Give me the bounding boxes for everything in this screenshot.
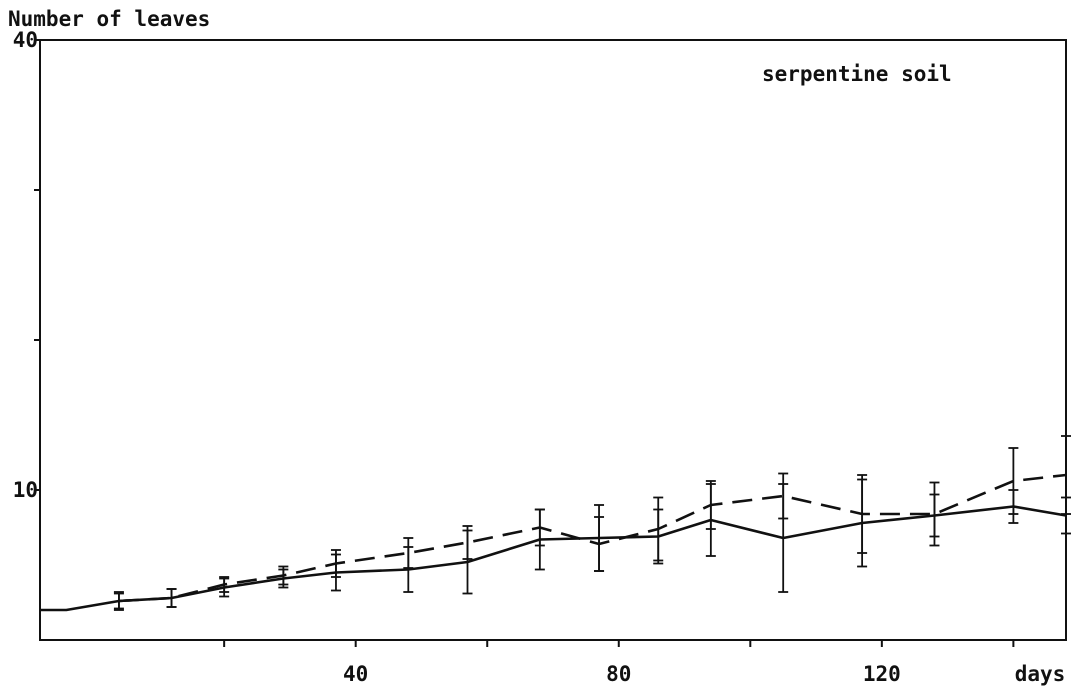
error-bar	[330, 549, 341, 578]
error-bar	[594, 516, 605, 572]
plot-frame	[39, 39, 1067, 641]
series-dashed	[113, 435, 1071, 610]
chart-annotation: serpentine soil	[762, 62, 952, 86]
series-solid	[40, 478, 1071, 612]
error-bar	[857, 474, 868, 554]
error-bar	[1008, 447, 1019, 515]
error-bar	[113, 592, 124, 610]
x-axis-title: days	[1015, 662, 1066, 686]
error-bar	[705, 480, 716, 530]
series-line-solid	[40, 505, 1067, 612]
error-bar	[403, 537, 414, 569]
error-bar	[929, 481, 940, 547]
x-tick-label: 80	[606, 662, 631, 686]
error-bar	[653, 496, 664, 562]
error-bar	[278, 565, 289, 586]
y-tick-label: 10	[13, 478, 38, 502]
error-bar	[534, 508, 545, 547]
series-layer	[40, 435, 1071, 612]
axes: 10 40 40 80 120	[13, 28, 1067, 686]
x-tick-label: 120	[863, 662, 901, 686]
y-tick-label: 40	[13, 28, 38, 52]
x-tick-label: 40	[343, 662, 368, 686]
error-bar	[219, 576, 230, 593]
series-line-dashed	[118, 473, 1067, 603]
error-bar	[166, 588, 177, 608]
y-axis-title: Number of leaves	[8, 7, 210, 31]
error-bar	[778, 472, 789, 520]
labels-layer: Number of leaves days serpentine soil	[8, 7, 1065, 686]
error-bar	[1061, 435, 1071, 515]
error-bar	[462, 525, 473, 560]
